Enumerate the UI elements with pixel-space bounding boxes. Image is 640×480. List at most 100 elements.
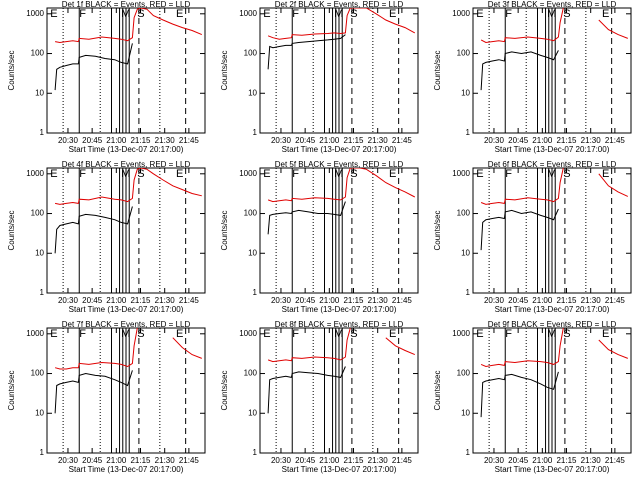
chart-title: Det 7f BLACK = Events, RED = LLD xyxy=(62,320,191,329)
y-axis-label: Counts/sec xyxy=(7,50,16,90)
series-line xyxy=(267,8,416,40)
y-tick-label: 100 xyxy=(244,49,258,58)
annotation: E xyxy=(476,328,483,340)
x-tick-label: 20:45 xyxy=(508,136,529,145)
chart-title: Det 1f BLACK = Events, RED = LLD xyxy=(62,0,191,9)
x-tick-label: 21:00 xyxy=(319,136,340,145)
y-axis-label: Counts/sec xyxy=(220,50,229,90)
x-tick-label: 21:15 xyxy=(556,296,577,305)
annotation: F xyxy=(79,168,86,180)
panel: Det 4f BLACK = Events, RED = LLD Start Ti… xyxy=(7,160,206,314)
y-tick-label: 10 xyxy=(461,88,470,97)
annotation: F xyxy=(292,8,299,20)
x-tick-label: 21:15 xyxy=(343,296,364,305)
y-axis-label: Counts/sec xyxy=(433,50,442,90)
y-axis-label: Counts/sec xyxy=(220,370,229,410)
x-tick-label: 21:45 xyxy=(392,296,413,305)
annotation: S xyxy=(137,328,144,340)
x-tick-label: 20:30 xyxy=(271,296,292,305)
series-line xyxy=(480,168,629,205)
x-axis-label: Start Time (13-Dec-07 20:17:00) xyxy=(282,465,397,474)
y-tick-label: 100 xyxy=(457,49,471,58)
x-axis-label: Start Time (13-Dec-07 20:17:00) xyxy=(282,145,397,154)
y-axis-label: Counts/sec xyxy=(220,210,229,250)
annotation: F xyxy=(505,168,512,180)
x-tick-label: 20:45 xyxy=(508,456,529,465)
annotation: M xyxy=(334,328,343,340)
series-line xyxy=(267,201,346,235)
x-tick-label: 20:30 xyxy=(484,296,505,305)
x-tick-label: 21:00 xyxy=(319,456,340,465)
x-tick-label: 21:30 xyxy=(368,296,389,305)
annotation: E xyxy=(176,328,183,340)
y-tick-label: 100 xyxy=(31,369,45,378)
x-tick-label: 21:30 xyxy=(155,136,176,145)
annotation: E xyxy=(389,168,396,180)
y-tick-label: 1000 xyxy=(26,9,44,18)
y-tick-label: 1000 xyxy=(452,169,470,178)
y-tick-label: 100 xyxy=(31,49,45,58)
x-tick-label: 20:45 xyxy=(82,136,103,145)
annotation: E xyxy=(602,168,609,180)
x-tick-label: 21:45 xyxy=(179,456,200,465)
annotation: E xyxy=(50,328,57,340)
series-line xyxy=(480,208,559,251)
annotation: E xyxy=(389,8,396,20)
annotation: F xyxy=(505,8,512,20)
annotation: S xyxy=(563,168,570,180)
panel: Det 6f BLACK = Events, RED = LLD Start Ti… xyxy=(433,160,632,314)
series-line xyxy=(267,168,416,203)
x-axis-label: Start Time (13-Dec-07 20:17:00) xyxy=(282,305,397,314)
annotation: S xyxy=(563,328,570,340)
annotation: M xyxy=(547,328,556,340)
series-line xyxy=(54,328,202,370)
series-line xyxy=(54,370,133,414)
x-tick-label: 20:30 xyxy=(484,456,505,465)
series-line xyxy=(480,328,628,368)
y-tick-label: 1000 xyxy=(239,9,257,18)
y-tick-label: 1 xyxy=(253,448,258,457)
x-tick-label: 21:00 xyxy=(106,456,127,465)
annotation: M xyxy=(547,8,556,20)
x-tick-label: 20:45 xyxy=(295,456,316,465)
y-axis-label: Counts/sec xyxy=(7,210,16,250)
annotation: S xyxy=(350,8,357,20)
annotation: E xyxy=(602,328,609,340)
x-tick-label: 20:30 xyxy=(271,136,292,145)
y-tick-label: 10 xyxy=(248,88,257,97)
y-tick-label: 100 xyxy=(457,209,471,218)
series-line xyxy=(480,371,559,418)
annotation: M xyxy=(334,8,343,20)
x-tick-label: 21:45 xyxy=(605,296,626,305)
annotation: S xyxy=(137,168,144,180)
panel: Det 7f BLACK = Events, RED = LLD Start Ti… xyxy=(7,320,206,474)
x-tick-label: 21:00 xyxy=(532,296,553,305)
annotation: F xyxy=(79,8,86,20)
y-tick-label: 10 xyxy=(248,408,257,417)
annotation: E xyxy=(602,8,609,20)
y-axis-label: Counts/sec xyxy=(7,370,16,410)
panel: Det 8f BLACK = Events, RED = LLD Start Ti… xyxy=(220,320,419,474)
y-tick-label: 1 xyxy=(466,448,471,457)
series-line xyxy=(480,8,628,44)
annotation: E xyxy=(50,8,57,20)
series-line xyxy=(54,206,133,254)
annotation: F xyxy=(292,168,299,180)
y-tick-label: 10 xyxy=(461,248,470,257)
annotation: F xyxy=(292,328,299,340)
y-tick-label: 1000 xyxy=(26,169,44,178)
series-line xyxy=(480,50,559,91)
y-tick-label: 1000 xyxy=(26,329,44,338)
x-tick-label: 21:15 xyxy=(130,136,151,145)
y-tick-label: 1 xyxy=(40,448,45,457)
x-tick-label: 20:45 xyxy=(82,296,103,305)
x-tick-label: 21:30 xyxy=(581,296,602,305)
x-tick-label: 21:15 xyxy=(343,136,364,145)
x-tick-label: 20:30 xyxy=(58,136,79,145)
y-tick-label: 100 xyxy=(457,369,471,378)
panel: Det 1f BLACK = Events, RED = LLD Start Ti… xyxy=(7,0,206,154)
annotation: F xyxy=(79,328,86,340)
annotation: E xyxy=(176,8,183,20)
y-tick-label: 100 xyxy=(244,209,258,218)
